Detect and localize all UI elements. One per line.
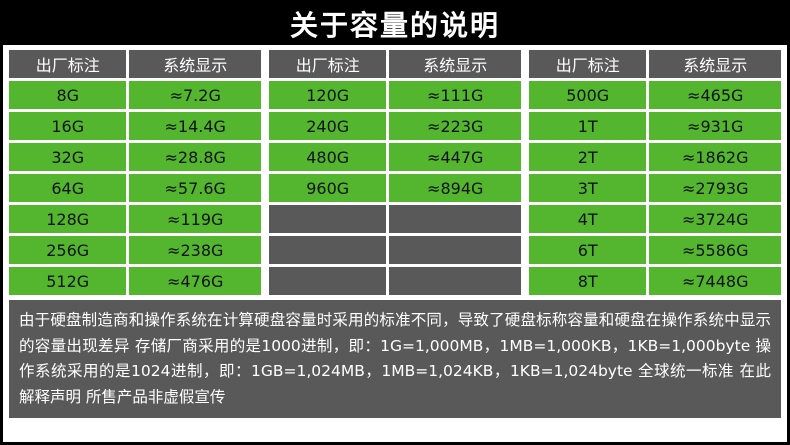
factory-cell: 128G — [9, 205, 127, 233]
factory-cell: 240G — [269, 112, 387, 140]
system-display-header: 系统显示 — [129, 50, 261, 78]
factory-cell: 120G — [269, 81, 387, 109]
system-display-header: 系统显示 — [649, 50, 781, 78]
system-cell: ≈3724G — [649, 205, 781, 233]
table-row: 960G ≈894G — [269, 174, 521, 202]
factory-cell: 32G — [9, 143, 127, 171]
factory-label-header: 出厂标注 — [529, 50, 647, 78]
system-display-header: 系统显示 — [389, 50, 521, 78]
table-header-row: 出厂标注 系统显示 — [269, 50, 521, 78]
table-row: 32G ≈28.8G — [9, 143, 261, 171]
factory-cell: 1T — [529, 112, 647, 140]
factory-cell: 256G — [9, 236, 127, 264]
system-cell: ≈7.2G — [129, 81, 261, 109]
system-cell: ≈931G — [649, 112, 781, 140]
factory-cell: 960G — [269, 174, 387, 202]
factory-cell: 3T — [529, 174, 647, 202]
page-title: 关于容量的说明 — [289, 9, 500, 42]
table-row: 128G ≈119G — [9, 205, 261, 233]
table-header-row: 出厂标注 系统显示 — [529, 50, 781, 78]
title-bar: 关于容量的说明 — [3, 3, 787, 45]
system-cell: ≈28.8G — [129, 143, 261, 171]
system-cell: ≈223G — [389, 112, 521, 140]
table-row: 8G ≈7.2G — [9, 81, 261, 109]
table-row: 1T ≈931G — [529, 112, 781, 140]
table-row: 240G ≈223G — [269, 112, 521, 140]
factory-cell: 6T — [529, 236, 647, 264]
table-row: 480G ≈447G — [269, 143, 521, 171]
table-row: 8T ≈7448G — [529, 267, 781, 295]
factory-cell: 2T — [529, 143, 647, 171]
capacity-column-group-1: 出厂标注 系统显示 8G ≈7.2G 16G ≈14.4G 32G ≈28.8G… — [9, 50, 261, 295]
table-row: 3T ≈2793G — [529, 174, 781, 202]
table-row: 500G ≈465G — [529, 81, 781, 109]
table-row: 64G ≈57.6G — [9, 174, 261, 202]
system-cell: ≈14.4G — [129, 112, 261, 140]
table-row: 6T ≈5586G — [529, 236, 781, 264]
table-row — [269, 205, 521, 233]
factory-cell: 500G — [529, 81, 647, 109]
table-row: 16G ≈14.4G — [9, 112, 261, 140]
table-row — [269, 267, 521, 295]
table-row: 2T ≈1862G — [529, 143, 781, 171]
capacity-column-group-2: 出厂标注 系统显示 120G ≈111G 240G ≈223G 480G ≈44… — [269, 50, 521, 295]
capacity-explanation-text: 由于硬盘制造商和操作系统在计算硬盘容量时采用的标准不同，导致了硬盘标称容量和硬盘… — [9, 300, 781, 419]
factory-cell: 512G — [9, 267, 127, 295]
factory-cell-empty — [269, 236, 387, 264]
system-cell: ≈5586G — [649, 236, 781, 264]
system-cell: ≈1862G — [649, 143, 781, 171]
system-cell: ≈119G — [129, 205, 261, 233]
system-cell: ≈111G — [389, 81, 521, 109]
factory-cell-empty — [269, 205, 387, 233]
table-row: 512G ≈476G — [9, 267, 261, 295]
table-row — [269, 236, 521, 264]
system-cell: ≈894G — [389, 174, 521, 202]
system-cell: ≈2793G — [649, 174, 781, 202]
capacity-table: 出厂标注 系统显示 8G ≈7.2G 16G ≈14.4G 32G ≈28.8G… — [3, 45, 787, 295]
system-cell-empty — [389, 267, 521, 295]
system-cell: ≈57.6G — [129, 174, 261, 202]
factory-cell: 8T — [529, 267, 647, 295]
table-row: 256G ≈238G — [9, 236, 261, 264]
factory-cell: 16G — [9, 112, 127, 140]
system-cell-empty — [389, 205, 521, 233]
factory-label-header: 出厂标注 — [9, 50, 127, 78]
factory-cell: 4T — [529, 205, 647, 233]
factory-cell-empty — [269, 267, 387, 295]
table-header-row: 出厂标注 系统显示 — [9, 50, 261, 78]
factory-cell: 64G — [9, 174, 127, 202]
table-row: 120G ≈111G — [269, 81, 521, 109]
factory-cell: 480G — [269, 143, 387, 171]
capacity-column-group-3: 出厂标注 系统显示 500G ≈465G 1T ≈931G 2T ≈1862G … — [529, 50, 781, 295]
system-cell: ≈465G — [649, 81, 781, 109]
system-cell: ≈238G — [129, 236, 261, 264]
system-cell: ≈7448G — [649, 267, 781, 295]
factory-label-header: 出厂标注 — [269, 50, 387, 78]
system-cell: ≈447G — [389, 143, 521, 171]
factory-cell: 8G — [9, 81, 127, 109]
system-cell: ≈476G — [129, 267, 261, 295]
system-cell-empty — [389, 236, 521, 264]
table-row: 4T ≈3724G — [529, 205, 781, 233]
